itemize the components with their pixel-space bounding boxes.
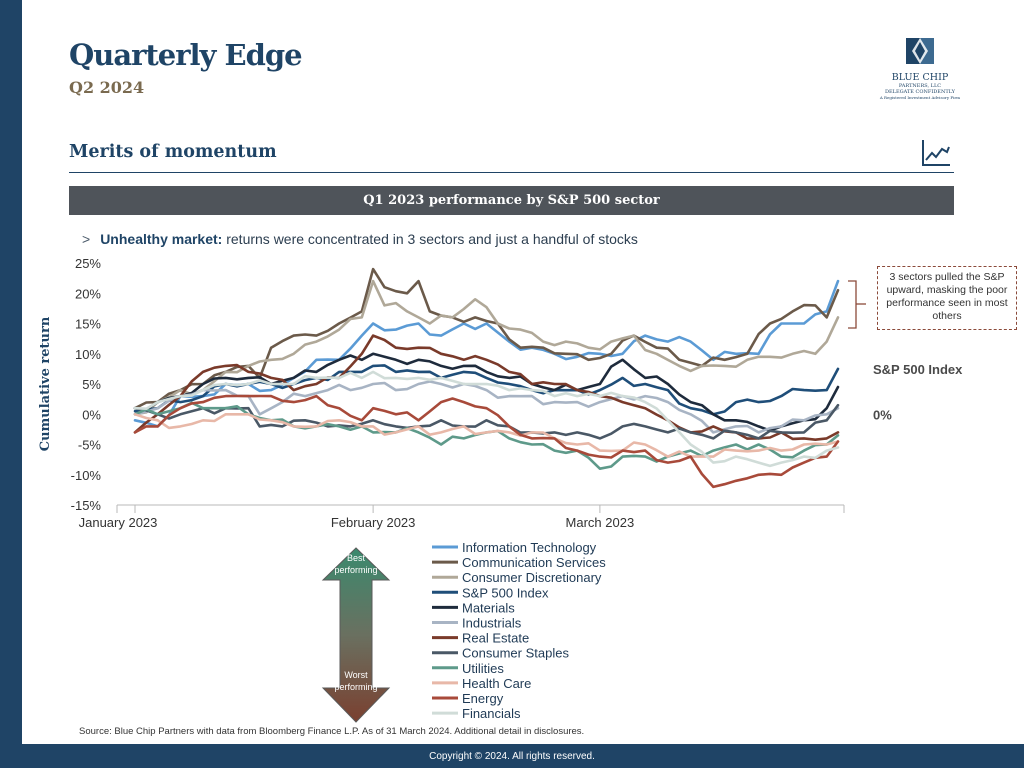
left-accent-bar: [0, 0, 22, 768]
arrow-bottom-label-line2: performing: [334, 682, 377, 692]
legend-label: Materials: [462, 600, 515, 615]
series-line-consumer-discretionary: [133, 279, 840, 416]
footer-bar: Copyright © 2024. All rights reserved.: [0, 744, 1024, 768]
logo-fine-print: A Registered Investment Advisory Firm: [879, 95, 961, 100]
x-tick-label: March 2023: [566, 515, 635, 530]
legend-label: Real Estate: [462, 631, 529, 646]
legend-label: Financials: [462, 706, 521, 721]
y-tick-label: 0%: [82, 407, 101, 422]
logo-name-line2: PARTNERS, LLC: [898, 83, 942, 89]
y-tick-label: 20%: [75, 286, 101, 301]
series-line-financials: [133, 370, 840, 468]
company-logo: BLUE CHIP PARTNERS, LLC DELEGATE CONFIDE…: [878, 36, 962, 100]
key-point: > Unhealthy market: returns were concentr…: [82, 231, 638, 247]
series-line-materials: [133, 352, 840, 432]
legend-label: Consumer Staples: [462, 646, 569, 661]
chart-banner: Q1 2023 performance by S&P 500 sector: [69, 186, 954, 215]
y-tick-label: 5%: [82, 377, 101, 392]
y-axis-label: Cumulative return: [38, 316, 53, 451]
x-tick-label: February 2023: [331, 515, 416, 530]
line-chart-icon: [922, 140, 950, 166]
arrow-bottom-label-line1: Worst: [344, 670, 368, 680]
logo-name-line1: BLUE CHIP: [891, 72, 949, 83]
page-subtitle: Q2 2024: [69, 78, 145, 97]
y-tick-label: -10%: [71, 468, 102, 483]
legend-label: Energy: [462, 691, 504, 706]
legend-label: Health Care: [462, 676, 531, 691]
callout-bracket: [848, 280, 866, 329]
logo-tagline: DELEGATE CONFIDENTLY: [885, 89, 955, 95]
legend-label: Utilities: [462, 661, 504, 676]
key-point-label: Unhealthy market:: [100, 231, 223, 247]
section-divider: [69, 172, 954, 173]
zero-annotation: 0%: [873, 407, 892, 422]
x-tick-label: January 2023: [79, 515, 158, 530]
legend-label: Communication Services: [462, 555, 606, 570]
section-title: Merits of momentum: [69, 142, 277, 162]
sp500-annotation: S&P 500 Index: [873, 362, 963, 377]
performance-arrow: Best performing Worst performing: [321, 547, 391, 723]
arrow-top-label-line1: Best: [347, 553, 366, 563]
series-line-health-care: [133, 413, 840, 458]
page-title: Quarterly Edge: [69, 38, 303, 72]
legend-label: Information Technology: [462, 540, 597, 555]
series-line-energy: [133, 394, 840, 489]
series-line-communication-services: [133, 267, 840, 410]
source-note: Source: Blue Chip Partners with data fro…: [79, 726, 585, 737]
legend-label: S&P 500 Index: [462, 585, 549, 600]
series-line-real-estate: [133, 334, 840, 441]
y-tick-label: -5%: [78, 438, 102, 453]
chart-banner-text: Q1 2023 performance by S&P 500 sector: [363, 193, 660, 208]
callout-text: 3 sectors pulled the S&P upward, masking…: [886, 271, 1008, 322]
series-line-information-technology: [133, 279, 840, 428]
y-tick-label: -15%: [71, 498, 102, 513]
y-tick-label: 15%: [75, 317, 101, 332]
key-point-text: returns were concentrated in 3 sectors a…: [222, 231, 638, 247]
logo-mark-icon: [906, 38, 934, 64]
y-tick-label: 25%: [75, 256, 101, 271]
legend-label: Consumer Discretionary: [462, 570, 602, 585]
callout-box: 3 sectors pulled the S&P upward, masking…: [877, 266, 1017, 330]
arrow-top-label-line2: performing: [334, 565, 377, 575]
bullet-chevron-icon: >: [82, 231, 91, 247]
copyright-text: Copyright © 2024. All rights reserved.: [429, 750, 595, 762]
legend-label: Industrials: [462, 616, 522, 631]
y-tick-label: 10%: [75, 347, 101, 362]
